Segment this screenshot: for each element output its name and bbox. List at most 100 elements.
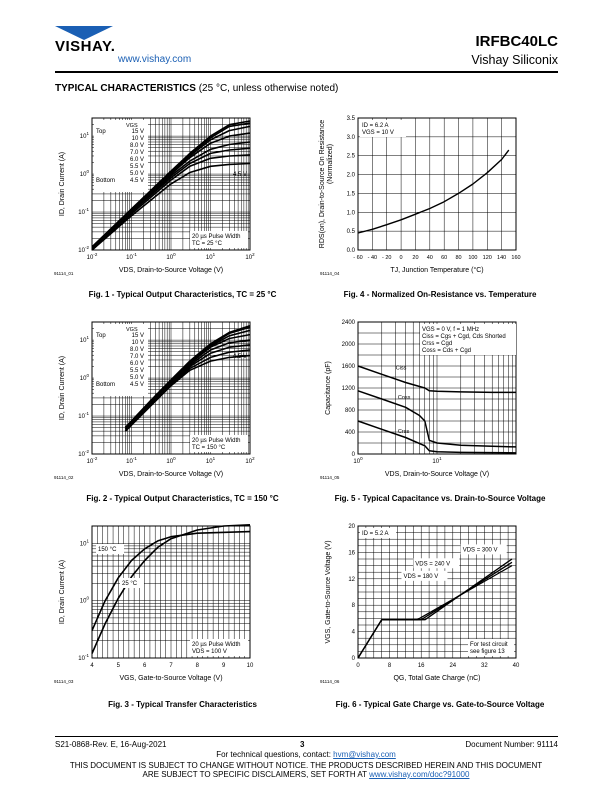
fig2-note: TC = 150 °C xyxy=(192,445,226,451)
fig2-curve-label: 4.5 V xyxy=(233,354,247,360)
fig4-x-axis-label: TJ, Junction Temperature (°C) xyxy=(390,266,483,274)
fig6-y-axis-label: VGS, Gate-to-Source Voltage (V) xyxy=(325,540,332,643)
fig5-y-tick-label: 0 xyxy=(352,452,356,458)
fig5-series-label: Crss xyxy=(398,429,410,435)
fig4-y-tick-label: 2.0 xyxy=(347,173,356,179)
fig1-x-tick-label: 102 xyxy=(245,252,255,261)
section-subtitle: (25 °C, unless otherwise noted) xyxy=(198,83,339,94)
fig1-legend-value: 10 V xyxy=(132,136,144,142)
fig4-x-tick-label: 120 xyxy=(483,255,492,261)
fig1-series-line xyxy=(91,162,251,251)
fig1-legend-bg xyxy=(94,120,148,192)
fig1-legend-top: Top xyxy=(96,129,106,135)
fig6-series-label-bg xyxy=(401,570,448,581)
fig6-x-tick-label: 40 xyxy=(513,663,520,669)
fig4-frame xyxy=(357,117,517,251)
fig2-series-line xyxy=(124,354,251,432)
fig1-x-tick-label: 101 xyxy=(206,252,216,261)
fig2-legend-value: 10 V xyxy=(132,340,144,346)
footer-contact: For technical questions, contact: hvm@vi… xyxy=(0,750,612,759)
fig2-y-tick-label: 10-2 xyxy=(78,449,89,458)
fig5-series-label: Ciss xyxy=(396,365,407,371)
fig4-y-tick-label: 0.0 xyxy=(347,248,356,254)
vishay-logo[interactable] xyxy=(55,26,113,60)
header-url[interactable]: www.vishay.com xyxy=(118,54,192,65)
fig4-note: VGS = 10 V xyxy=(362,130,394,136)
fig5-x-tick-label: 101 xyxy=(432,456,442,465)
header-rule xyxy=(55,71,558,73)
fig5-y-tick-label: 800 xyxy=(345,408,356,414)
fig3-label-150: 150 °C xyxy=(98,547,117,553)
fig3-x-tick-label: 9 xyxy=(222,663,226,669)
fig4-x-tick-label: - 20 xyxy=(382,255,391,261)
fig6-x-tick-label: 8 xyxy=(388,663,392,669)
fig5-y-tick-label: 2000 xyxy=(342,342,356,348)
fig2-legend-value: 6.0 V xyxy=(130,361,144,367)
fig5-note-bg xyxy=(420,324,516,355)
fig4-x-tick-label: 20 xyxy=(412,255,418,261)
fig2-legend-header: VGS xyxy=(126,327,138,333)
fig3-note: 20 µs Pulse Width xyxy=(192,642,240,648)
fig1-series-line xyxy=(91,147,251,251)
fig3-note-bg xyxy=(190,639,248,656)
fig2-x-tick-label: 101 xyxy=(206,456,216,465)
contact-email-link[interactable]: hvm@vishay.com xyxy=(333,750,396,759)
fig5-series-label: Coss xyxy=(398,395,411,401)
fig6-frame xyxy=(357,525,517,659)
fig5-frame xyxy=(357,321,517,455)
fig2-legend-value: 4.5 V xyxy=(130,382,144,388)
fig3-y-tick-label: 101 xyxy=(80,538,90,547)
fig1-y-tick-label: 101 xyxy=(80,131,90,140)
footer-rev: S21-0868-Rev. E, 16-Aug-2021 xyxy=(55,740,167,749)
fig6-plot: 0 8 16 24 32 40 0 4 8 12 16 20 QG, Total Gate Charge… xyxy=(320,524,520,684)
vishay-logo-icon xyxy=(55,26,113,40)
fig4-series-line xyxy=(357,149,510,234)
fig3-x-tick-label: 5 xyxy=(117,663,121,669)
fig4-x-tick-label: 60 xyxy=(441,255,447,261)
footer-doc-number: Document Number: 91114 xyxy=(465,740,558,749)
fig6-series-label-bg xyxy=(460,544,507,555)
fig3-label-25-bg xyxy=(120,578,144,588)
fig1-x-tick-label: 100 xyxy=(166,252,176,261)
disclaimer-link[interactable]: www.vishay.com/doc?91000 xyxy=(369,770,470,779)
fig6-series-label: VDS = 240 V xyxy=(415,561,450,567)
fig6-y-tick-label: 0 xyxy=(352,656,356,662)
fig3-x-axis-label: VGS, Gate-to-Source Voltage (V) xyxy=(119,675,222,682)
fig6-y-tick-label: 16 xyxy=(348,550,355,556)
fig4-x-tick-label: 80 xyxy=(455,255,461,261)
fig2-legend-bg xyxy=(94,324,148,396)
section-title-text: TYPICAL CHARACTERISTICS xyxy=(55,83,196,94)
fig4-x-tick-label: 0 xyxy=(400,255,403,261)
fig4-figure-code: 91114_04 xyxy=(320,271,340,276)
fig1-legend-header: VGS xyxy=(126,123,138,129)
fig1-note-bg xyxy=(190,231,248,248)
fig4-note-bg xyxy=(360,120,406,137)
fig6-x-tick-label: 0 xyxy=(356,663,360,669)
fig2-legend-top: Top xyxy=(96,333,106,339)
fig5-note: Ciss = Cgs + Cgd, Cds Shorted xyxy=(422,334,506,340)
fig5-y-tick-label: 1200 xyxy=(342,386,356,392)
fig1-x-axis-label: VDS, Drain-to-Source Voltage (V) xyxy=(119,267,223,274)
fig1-legend-value: 4.5 V xyxy=(130,178,144,184)
fig5-y-tick-label: 1600 xyxy=(342,364,356,370)
fig2-legend-value: 8.0 V xyxy=(130,347,144,353)
fig5-y-tick-label: 2400 xyxy=(342,320,356,326)
fig2-y-tick-label: 100 xyxy=(80,373,90,382)
fig3-frame xyxy=(91,525,251,659)
fig2-y-tick-label: 101 xyxy=(80,335,90,344)
fig1-legend-value: 8.0 V xyxy=(130,143,144,149)
fig5-note: Coss = Cds + Cgd xyxy=(422,348,471,354)
fig2-x-tick-label: 10-1 xyxy=(126,456,137,465)
fig2-legend-bottom: Bottom xyxy=(96,382,115,388)
fig3-label-25: 25 °C xyxy=(122,581,138,587)
disclaimer-prefix: ARE SUBJECT TO SPECIFIC DISCLAIMERS, SET… xyxy=(142,770,367,779)
fig6-note2: For test circuit xyxy=(470,642,508,648)
fig1-note: 20 µs Pulse Width xyxy=(192,234,240,240)
fig6-y-tick-label: 8 xyxy=(352,603,356,609)
fig4-x-tick-label: 160 xyxy=(511,255,520,261)
fig1-legend-value: 6.0 V xyxy=(130,157,144,163)
fig5-note: VGS = 0 V, f = 1 MHz xyxy=(422,327,479,333)
fig5-series-line xyxy=(357,390,517,448)
fig1-y-tick-label: 100 xyxy=(80,169,90,178)
part-number: IRFBC40LC xyxy=(475,33,558,50)
